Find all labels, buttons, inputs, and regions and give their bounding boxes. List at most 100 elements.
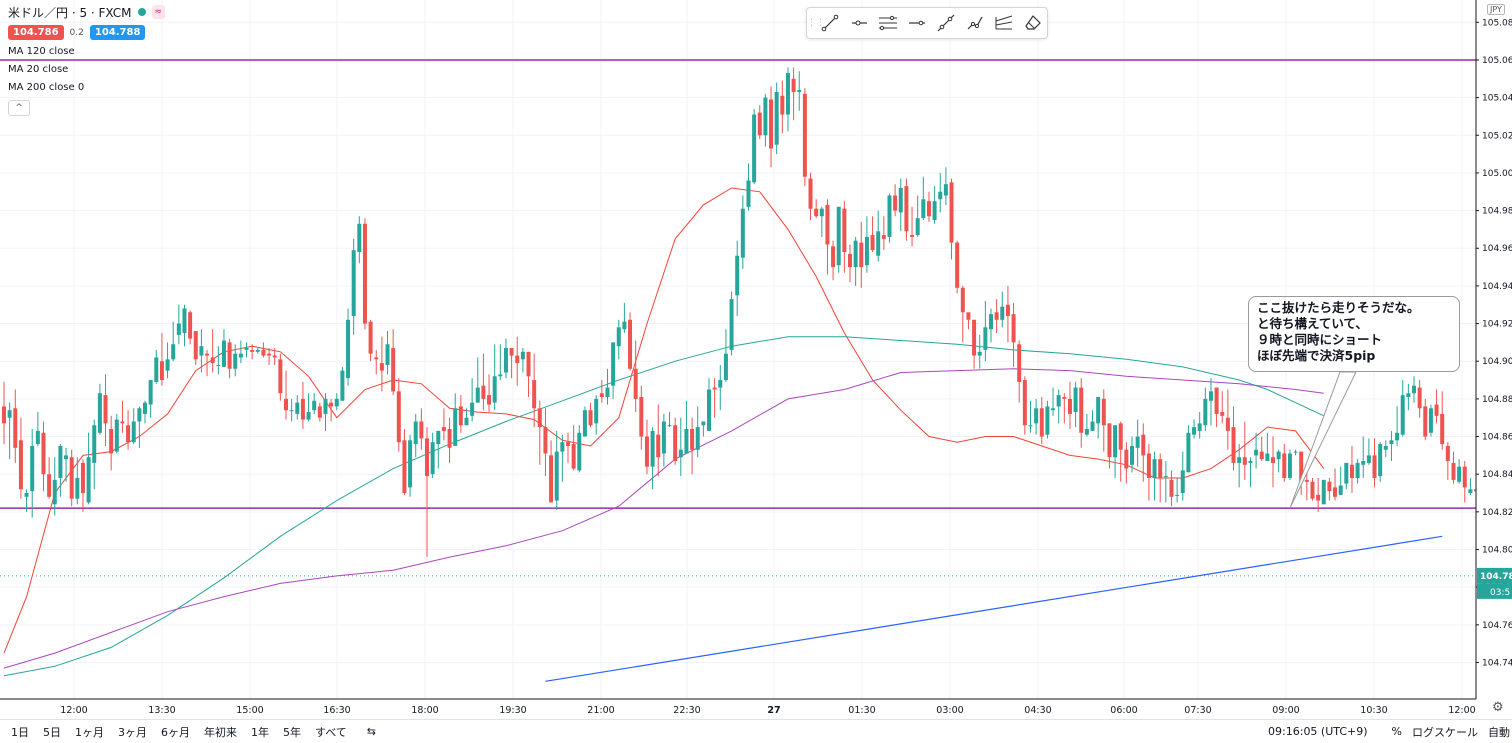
x-tick-label: 27 [767,705,780,716]
candle [137,406,142,448]
candle [334,393,339,411]
range-all[interactable]: すべて [315,725,347,739]
percent-toggle[interactable]: % [1391,725,1402,738]
candle [408,434,413,497]
candle-body [1406,393,1411,397]
candle [1389,430,1394,462]
x-tick-label: 22:30 [673,705,700,716]
market-open-dot-icon [137,8,146,16]
trend-line-icon[interactable] [815,8,844,38]
candle-body [1169,479,1174,497]
candle [926,191,931,222]
candle [425,427,429,558]
candle-body [120,421,125,424]
candle [317,402,322,422]
candle-body [334,398,339,407]
candle-body [1316,494,1321,501]
range-1d[interactable]: 1日 [11,725,29,739]
candle-body [582,410,587,437]
range-1y[interactable]: 1年 [251,725,269,739]
candle [588,402,593,428]
candle-body [910,235,915,237]
candle-body [509,348,514,356]
candle-body [1203,398,1208,426]
range-3m[interactable]: 3ヶ月 [118,725,147,739]
horizontal-ray-icon[interactable] [844,8,873,38]
range-ytd[interactable]: 年初来 [204,725,237,739]
compare-icon[interactable]: ⇆ [366,725,377,738]
candle-body [831,246,836,268]
candle-body [983,327,988,350]
candle [864,216,869,273]
candle [1101,389,1106,452]
horizontal-line-icon[interactable] [902,8,931,38]
candle-body [154,357,159,382]
collapse-legend-button[interactable]: ^ [8,100,30,116]
ask-button[interactable]: 104.788 [89,25,146,40]
candle-body [176,323,181,335]
annotation-callout[interactable]: ここ抜けたら走りそうだな。 と待ち構えていて、 ９時と同時にショート ほぼ先端で… [1248,296,1460,372]
y-tick-label: 104.980 [1482,207,1512,217]
settings-gear-icon[interactable]: ⚙ [1492,700,1504,715]
candle [1130,436,1134,473]
candle-body [470,402,475,416]
candle [1045,400,1050,439]
candle [148,380,153,418]
candle-body [402,440,407,494]
candle-body [188,312,193,339]
indicator-ma-200[interactable]: MA 200 close 0 [8,82,85,93]
candle [1265,432,1270,462]
candle-body [938,191,943,200]
candle-body [769,99,774,149]
range-1m[interactable]: 1ヶ月 [75,725,104,739]
bottom-toolbar: 1日 5日 1ヶ月 3ヶ月 6ヶ月 年初来 1年 5年 すべて ⇆ 09:16:… [0,719,1512,743]
candle [966,312,971,330]
candle-body [554,451,559,501]
candle [244,342,249,358]
log-scale-toggle[interactable]: ログスケール [1412,725,1478,739]
path-icon[interactable] [960,8,989,38]
candle [1445,442,1450,480]
candle-body [695,427,700,450]
candle-body [7,410,12,418]
range-5d[interactable]: 5日 [43,725,61,739]
candle [1135,419,1140,467]
candle [628,312,633,371]
candle [1039,396,1044,445]
bid-button[interactable]: 104.786 [8,25,64,40]
candle [859,221,864,288]
parallel-channel-icon[interactable] [873,8,902,38]
candle [599,380,604,403]
symbol-title[interactable]: 米ドル／円 · 5 · FXCM [8,5,132,20]
range-5y[interactable]: 5年 [283,725,301,739]
clock-time[interactable]: 09:16:05 (UTC+9) [1268,725,1368,738]
candle-body [712,387,717,390]
candle [1417,380,1422,418]
candle-body [729,299,734,350]
candle [346,308,351,386]
candle [1333,468,1338,501]
price-chart[interactable]: 104.740104.760104.780104.800104.820104.8… [0,0,1512,719]
candle [994,299,999,333]
auto-scale-toggle[interactable]: 自動 [1488,725,1510,739]
candle [870,216,875,253]
indicator-ma-20[interactable]: MA 20 close [8,64,69,75]
candle [938,172,943,213]
wave-badge[interactable]: ≈ [151,5,166,19]
candle [52,457,57,516]
indicator-ma-120[interactable]: MA 120 close [8,46,75,57]
y-tick-label: 105.040 [1482,94,1512,104]
candle [735,240,740,317]
chart-legend: 米ドル／円 · 5 · FXCM ≈ 104.786 0.2 104.788 M… [8,2,166,116]
currency-badge[interactable]: JPY [1487,4,1505,15]
pitchfork-icon[interactable] [989,8,1018,38]
extended-line-icon[interactable] [931,8,960,38]
toolbar-grip-icon[interactable]: ⋮⋮ [807,18,825,28]
candle [1056,389,1061,424]
candle-body [887,195,892,237]
range-6m[interactable]: 6ヶ月 [161,725,190,739]
candle [453,393,458,446]
ma-line [3,187,1325,654]
eraser-icon[interactable] [1018,8,1047,38]
candle-body [949,182,954,243]
